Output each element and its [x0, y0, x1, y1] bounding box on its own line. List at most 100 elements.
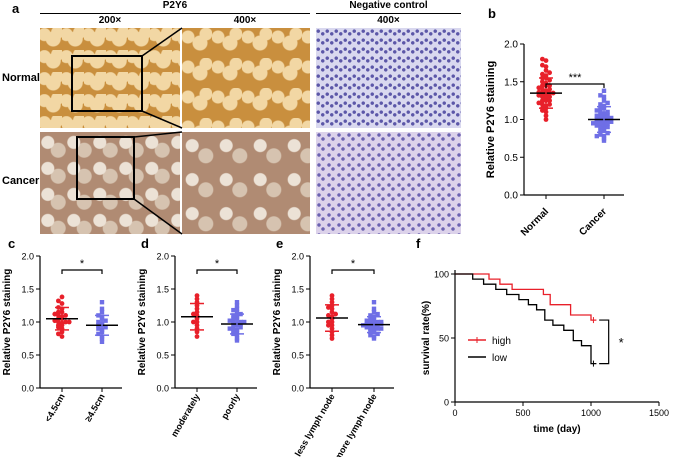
y-tick-label: 2.0: [21, 252, 34, 262]
data-point: [234, 336, 240, 341]
data-point: [66, 319, 72, 325]
data-point: [191, 319, 196, 325]
y-tick-label: 0.5: [504, 153, 518, 164]
survival-curve-low: [455, 273, 597, 365]
data-point: [540, 102, 545, 107]
significance-bracket: [331, 269, 375, 274]
data-point: [194, 293, 200, 298]
data-point: [605, 124, 610, 130]
data-point: [547, 102, 552, 107]
y-tick-label: 0.0: [291, 384, 304, 394]
data-point: [59, 329, 65, 335]
data-point: [99, 300, 105, 305]
data-point: [56, 298, 61, 304]
mag-400-label: 400×: [233, 15, 257, 26]
cancer-400x-image: [182, 132, 310, 234]
survival-curve-high: [455, 273, 597, 321]
data-point: [371, 309, 377, 315]
data-point: [543, 64, 549, 70]
mag-200-label: 200×: [98, 15, 122, 26]
y-axis-label: Relative P2Y6 staining: [485, 61, 497, 178]
y-axis-label: Relative P2Y6 staining: [272, 269, 283, 376]
significance-label: *: [215, 258, 220, 270]
data-point: [598, 109, 603, 115]
data-point: [375, 331, 380, 337]
data-point: [543, 117, 549, 122]
data-point: [99, 306, 105, 311]
x-axis-label: time (day): [533, 424, 580, 435]
data-point: [56, 319, 61, 325]
data-point: [540, 94, 545, 100]
data-point: [368, 313, 373, 318]
data-point: [371, 306, 377, 311]
data-point: [598, 105, 603, 111]
data-point: [56, 313, 61, 318]
data-point: [594, 133, 599, 139]
y-tick-label: 0.0: [156, 384, 169, 394]
data-point: [326, 319, 331, 325]
normal-400x-image: [182, 28, 310, 128]
panel-letter: f: [416, 236, 421, 251]
data-point: [234, 309, 240, 315]
data-point: [540, 62, 545, 68]
data-point: [59, 301, 65, 306]
data-point: [540, 98, 545, 104]
normal-zoom-box: [71, 55, 143, 112]
x-tick-label: 0: [452, 408, 457, 418]
significance-label: ***: [569, 72, 583, 84]
data-point: [234, 306, 240, 311]
cancer-zoom-line-bottom: [133, 198, 183, 235]
chart-b: b 0.0 0.5 1.0 1.5 2.0 Relative P2Y6 staining No…: [485, 6, 624, 238]
data-point: [598, 102, 603, 107]
category-label: <4.5cm: [43, 392, 67, 424]
data-point: [605, 113, 610, 118]
data-point: [368, 316, 373, 321]
y-axis-label: Relative P2Y6 staining: [137, 269, 148, 376]
normal-neg-image: [316, 28, 461, 128]
normal-zoom-line-bottom: [141, 110, 183, 129]
cancer-neg-image: [316, 132, 461, 234]
data-point: [601, 98, 607, 103]
data-point: [609, 115, 614, 121]
data-point: [231, 313, 236, 318]
data-point: [605, 121, 610, 126]
data-point: [326, 313, 331, 318]
data-point: [103, 325, 108, 330]
data-point: [242, 319, 247, 325]
legend-label: high: [492, 336, 511, 347]
data-point: [329, 296, 335, 302]
data-point: [594, 120, 599, 125]
category-label: ≥4.5cm: [83, 392, 107, 423]
y-tick-label: 100: [434, 270, 449, 280]
data-point: [540, 56, 545, 62]
data-point: [601, 88, 607, 94]
y-tick-label: 1.5: [504, 77, 518, 88]
data-point: [547, 70, 552, 76]
data-point: [63, 319, 68, 325]
data-point: [329, 293, 335, 298]
category-label: Cancer: [577, 206, 609, 238]
data-point: [547, 86, 552, 92]
normal-200x-image: [40, 28, 180, 128]
data-point: [598, 113, 603, 118]
data-point: [238, 325, 243, 330]
significance-label: *: [351, 258, 356, 270]
data-point: [368, 333, 373, 338]
data-point: [99, 309, 105, 315]
y-axis-label: Relative P2Y6 staining: [2, 269, 13, 376]
data-point: [329, 332, 335, 338]
x-tick-label: 1000: [581, 408, 601, 418]
category-label: more lymph node: [333, 392, 379, 457]
row-cancer-label: Cancer: [2, 175, 40, 187]
significance-bracket: [196, 269, 238, 274]
cancer-zoom-line-top: [133, 131, 183, 138]
data-point: [231, 316, 236, 321]
y-tick-label: 1.5: [291, 285, 304, 295]
x-tick-label: 500: [515, 408, 530, 418]
normal-zoom-line-top: [141, 27, 183, 57]
y-tick-label: 1.0: [156, 318, 169, 328]
category-label: moderately: [169, 392, 202, 439]
panel-letter: e: [276, 236, 283, 251]
data-point: [605, 100, 610, 106]
